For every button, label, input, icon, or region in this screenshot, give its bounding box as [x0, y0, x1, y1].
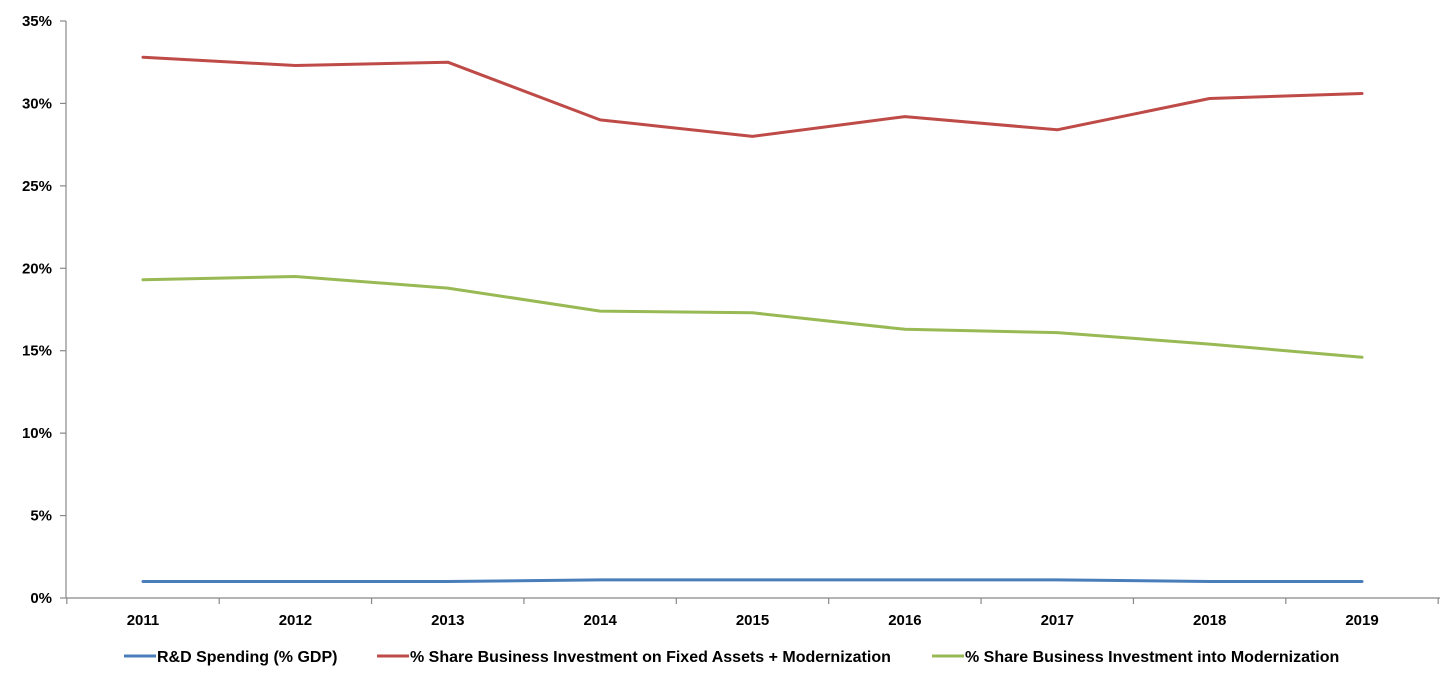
x-tick-label: 2017: [1041, 612, 1074, 629]
x-tick-label: 2018: [1193, 612, 1226, 629]
legend: R&D Spending (% GDP) % Share Business Inv…: [124, 649, 1339, 666]
y-tick-label: 20%: [22, 260, 52, 277]
y-tick-label: 0%: [30, 590, 52, 607]
y-tick-label: 10%: [22, 425, 52, 442]
x-tick-label: 2015: [736, 612, 769, 629]
x-tick-label: 2011: [127, 612, 160, 629]
x-tick-label: 2016: [888, 612, 921, 629]
legend-label: % Share Business Investment into Moderni…: [965, 649, 1339, 666]
legend-label: R&D Spending (% GDP): [157, 649, 337, 666]
x-tick-label: 2014: [583, 612, 617, 629]
y-tick-label: 25%: [22, 178, 52, 195]
legend-label: % Share Business Investment on Fixed Ass…: [410, 649, 891, 666]
y-tick-label: 15%: [22, 343, 52, 360]
series-line-3: [141, 275, 1364, 359]
series-lines: [141, 55, 1364, 583]
x-tick-label: 2019: [1345, 612, 1378, 629]
x-tick-label: 2012: [279, 612, 312, 629]
axes: 0% 5% 10% 15% 20% 25% 30% 35% 2011 2012 2013 2014 20…: [22, 13, 1440, 629]
y-tick-label: 5%: [30, 508, 52, 525]
y-tick-label: 35%: [22, 13, 52, 30]
series-line-1: [141, 578, 1364, 583]
x-tick-label: 2013: [431, 612, 464, 629]
series-line-2: [141, 55, 1364, 138]
y-tick-label: 30%: [22, 95, 52, 112]
